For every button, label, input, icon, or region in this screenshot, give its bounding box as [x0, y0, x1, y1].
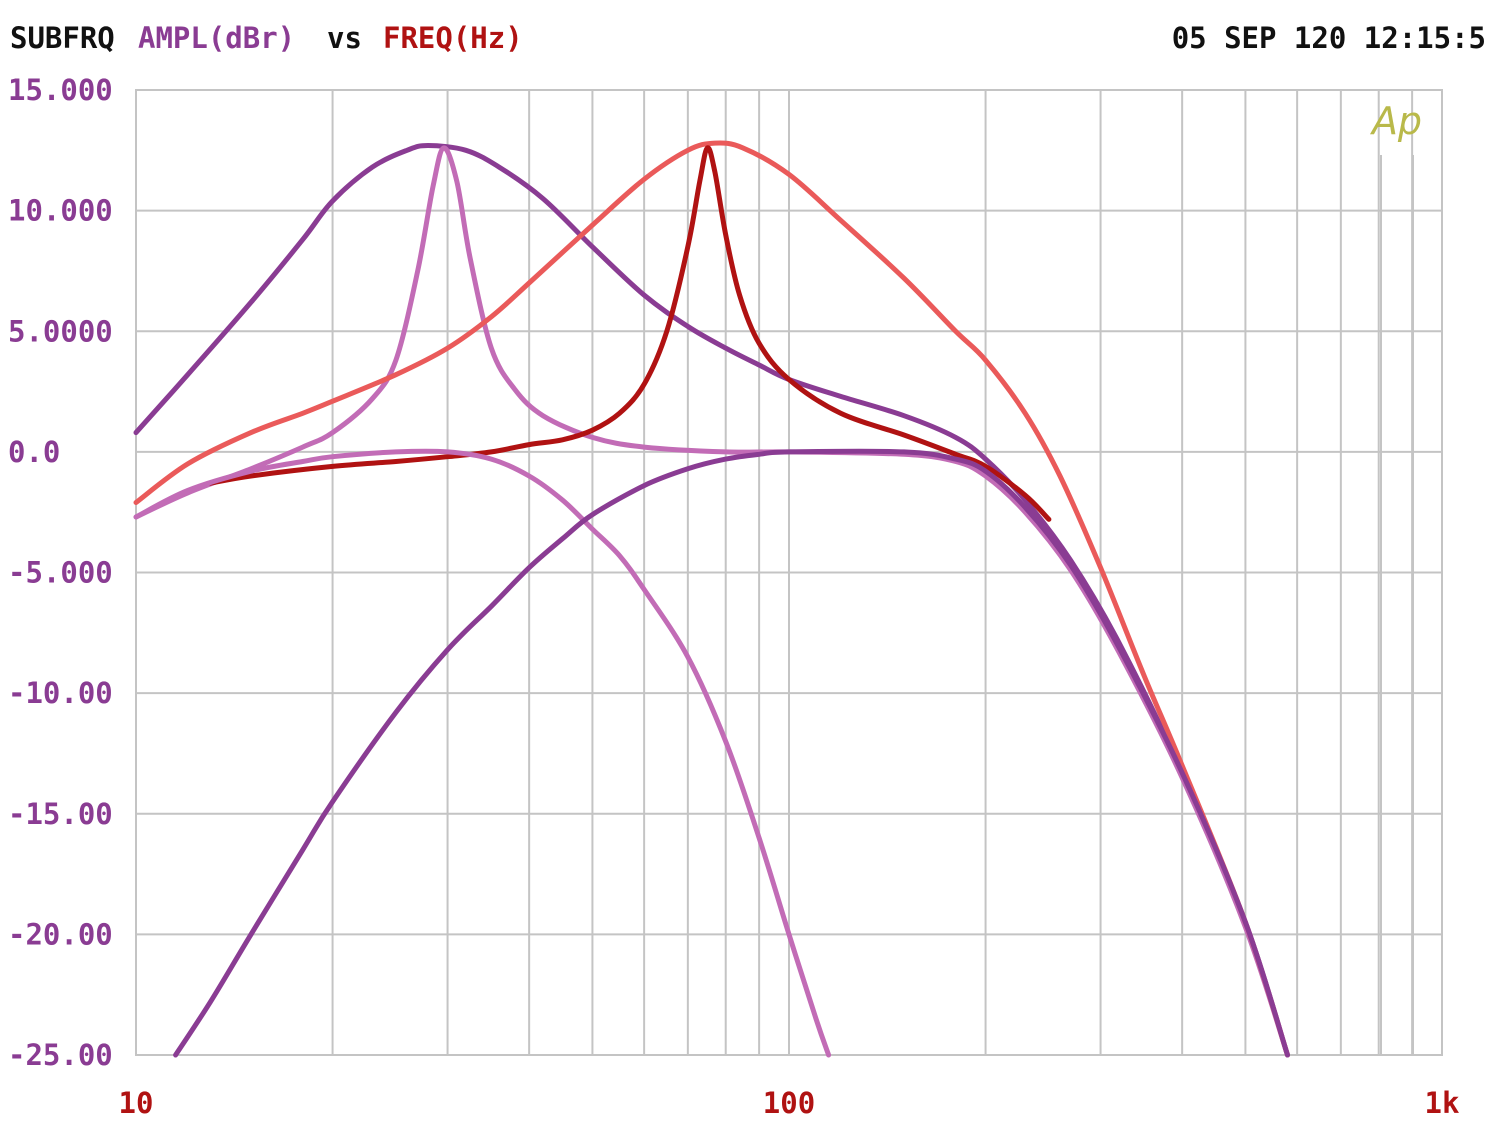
plot-grid — [136, 89, 1442, 1056]
plot-frame — [135, 89, 1443, 1056]
x-axis-quantity-label: FREQ(Hz) — [383, 21, 523, 55]
data-series — [133, 140, 1290, 1058]
y-axis-quantity-label: AMPL(dBr) — [138, 21, 295, 55]
y-axis-tick-labels: 15.000 10.000 5.0000 0.0 -5.000 -10.00 -15.00 -… — [8, 73, 113, 1072]
ap-logo: Ap — [1369, 99, 1422, 1055]
vs-label: vs — [327, 21, 362, 55]
chart-header: SUBFRQ AMPL(dBr) vs FREQ(Hz) 05 SEP 120 … — [10, 21, 1486, 55]
y-tick-label: 0.0 — [8, 435, 60, 469]
y-tick-label: -25.00 — [8, 1038, 113, 1072]
series-line-6 — [173, 448, 1290, 1058]
y-tick-label: -5.000 — [8, 556, 113, 590]
timestamp-label: 05 SEP 120 12:15:5 — [1172, 21, 1486, 55]
y-tick-label: -10.00 — [8, 676, 113, 710]
y-tick-label: -15.00 — [8, 797, 113, 831]
measurement-name: SUBFRQ — [10, 21, 115, 55]
series-line-4 — [207, 145, 1052, 522]
x-tick-label: 100 — [763, 1086, 815, 1120]
x-tick-label: 1k — [1425, 1086, 1460, 1120]
series-line-1 — [133, 143, 1290, 1058]
series-line-5 — [133, 448, 832, 1058]
y-tick-label: -20.00 — [8, 917, 113, 951]
y-tick-label: 10.000 — [8, 194, 113, 228]
ap-logo-text: Ap — [1369, 99, 1422, 143]
x-axis-tick-labels: 10 100 1k — [119, 1086, 1460, 1120]
series-line-3 — [133, 140, 1290, 1058]
x-tick-label: 10 — [119, 1086, 154, 1120]
y-tick-label: 15.000 — [8, 73, 113, 107]
y-tick-label: 5.0000 — [8, 314, 113, 348]
